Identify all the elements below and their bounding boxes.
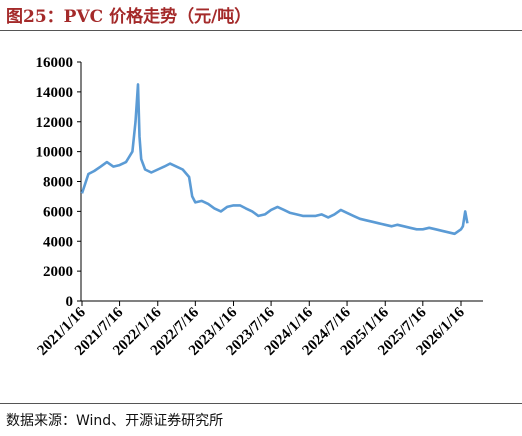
data-source-note: 数据来源：Wind、开源证券研究所 [6,413,224,429]
y-tick-label: 14000 [36,85,74,101]
y-tick-label: 8000 [43,175,73,191]
chart-axes [77,61,483,306]
y-tick-label: 0 [66,294,74,310]
y-tick-labels: 0 2000 4000 6000 8000 10000 12000 14000 16000 [36,55,74,310]
y-tick-label: 4000 [43,234,73,250]
y-tick-label: 12000 [36,115,74,131]
chart-title: 图25：PVC 价格走势（元/吨） [6,7,252,27]
series-line [80,83,469,236]
y-tick-label: 6000 [43,204,73,220]
x-tick-labels: 2021/1/162021/7/162022/1/162022/7/162023… [34,304,468,359]
title-divider [0,30,522,31]
y-tick-label: 2000 [43,264,73,280]
footer-divider [0,403,522,404]
y-tick-label: 16000 [36,55,74,71]
y-tick-label: 10000 [36,145,74,161]
